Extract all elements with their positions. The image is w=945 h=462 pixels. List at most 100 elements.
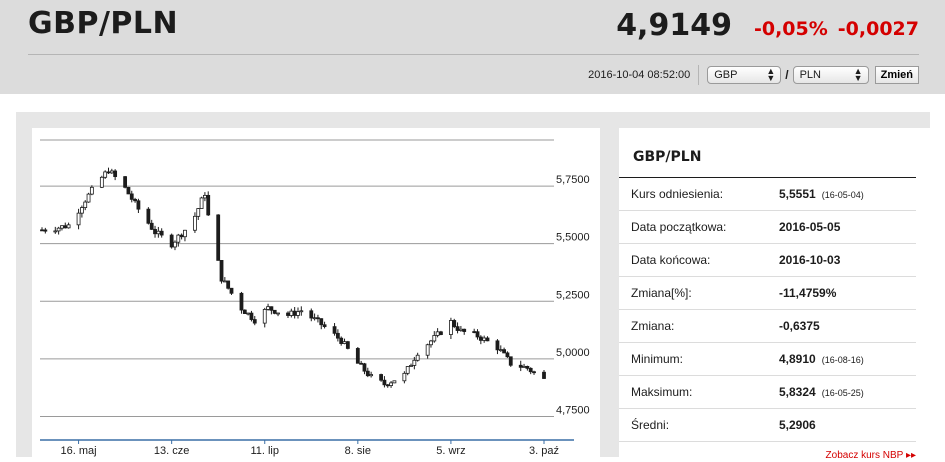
candle-body [169, 234, 174, 248]
candle-body [455, 326, 460, 331]
y-tick-label: 5,7500 [556, 174, 590, 186]
candle-body [79, 207, 84, 214]
candle-body [379, 374, 383, 381]
candle-body [153, 228, 157, 235]
stats-value: 2016-10-03 [779, 253, 841, 267]
candle-body [412, 359, 417, 366]
candle-body [508, 356, 513, 366]
candle-body [385, 384, 390, 387]
candle-body [86, 193, 91, 203]
stats-label: Data końcowa: [619, 243, 779, 277]
candle-body [136, 200, 141, 210]
candle-body [56, 227, 61, 232]
candle-body [332, 326, 337, 334]
candle-body [262, 309, 267, 324]
stats-value: -0,6375 [779, 319, 820, 333]
stats-value-cell: -11,4759% [779, 276, 916, 310]
candle-body [462, 328, 467, 332]
stats-value-cell: 5,5551 (16-05-04) [779, 178, 916, 211]
candle-body [222, 280, 227, 283]
candle-body [133, 198, 137, 202]
candle-body [53, 230, 58, 233]
candle-body [322, 324, 327, 328]
change-percent: -0,05% [753, 18, 828, 40]
candle-body [83, 201, 88, 208]
candle-body [482, 337, 487, 341]
stats-label: Zmiana: [619, 309, 779, 343]
change-absolute: -0,0027 [837, 18, 919, 40]
candle-body [502, 349, 507, 354]
candle-body [415, 354, 420, 361]
candle-body [113, 170, 118, 178]
candle-body [76, 212, 81, 226]
candle-body [89, 186, 94, 195]
quote-currency-select[interactable]: PLN ▲ ▼ [792, 66, 869, 84]
quote-currency-value: PLN [799, 69, 821, 81]
candle-body [176, 234, 181, 243]
stats-date-note: (16-05-25) [821, 388, 864, 398]
stats-label: Kurs odniesienia: [619, 178, 779, 211]
candle-body [269, 306, 274, 311]
stats-row: Minimum: 4,8910 (16-08-16) [619, 342, 916, 376]
currency-slash: / [785, 68, 789, 82]
stats-date-note: (16-08-16) [821, 355, 864, 365]
stats-date-note: (16-05-04) [821, 190, 864, 200]
rate-value: 4,9149 [616, 8, 732, 43]
quote-header: GBP/PLN 4,9149 -0,05% -0,0027 2016-10-04… [0, 0, 945, 94]
x-axis: 16. maj 13. cze 11. lip 8. sie 5. wrz 3. paź [40, 439, 574, 457]
controls-divider [698, 65, 700, 85]
stats-value: 5,5551 [779, 187, 816, 201]
candle-body [405, 366, 410, 374]
candle-body [63, 225, 68, 229]
candle-body [226, 280, 231, 289]
candle-body [505, 352, 510, 358]
candle-body [299, 310, 304, 313]
stats-row: Średni: 5,2906 [619, 408, 916, 442]
candle-body [193, 215, 197, 231]
candle-body [485, 337, 490, 342]
stats-value-cell: -0,6375 [779, 309, 916, 343]
candle-body [219, 260, 224, 282]
price-chart: 4,7500 5,0000 5,2500 5,5000 5,7500 16. maj 13… [40, 139, 590, 457]
candle-body [216, 214, 221, 261]
stats-value: 5,2906 [779, 418, 816, 432]
candle-body [435, 331, 440, 336]
candle-body [199, 197, 204, 209]
candle-body [129, 193, 134, 200]
candle-body [252, 319, 257, 324]
candle-body [532, 371, 536, 374]
candle-body [345, 341, 350, 349]
change-pair-button[interactable]: Zmień [874, 66, 919, 84]
stats-value-cell: 4,8910 (16-08-16) [779, 342, 916, 376]
candle-body [525, 365, 530, 369]
candle-body [173, 241, 177, 248]
x-tick-label: 13. cze [154, 445, 189, 457]
stats-value: 2016-05-05 [779, 220, 841, 234]
stats-value: 5,8324 [779, 385, 816, 399]
candle-body [229, 287, 234, 294]
nbp-rate-link[interactable]: Zobacz kurs NBP ▸▸ [825, 450, 916, 461]
header-divider [28, 54, 919, 55]
candle-body [495, 340, 500, 351]
y-tick-label: 4,7500 [556, 404, 590, 416]
candle-body [365, 370, 370, 377]
stats-row: Data końcowa: 2016-10-03 [619, 243, 916, 277]
candle-body [40, 229, 44, 232]
candle-body [355, 348, 360, 364]
base-currency-select[interactable]: GBP ▲ ▼ [707, 66, 782, 84]
stats-row: Maksimum: 5,8324 (16-05-25) [619, 375, 916, 409]
stats-panel: GBP/PLN Kurs odniesienia: 5,5551 (16-05-04… [619, 128, 930, 461]
stats-value-cell: 5,2906 [779, 408, 916, 442]
candle-body [339, 337, 344, 344]
stats-label: Minimum: [619, 342, 779, 376]
candle-body [392, 380, 397, 384]
content-panel: 4,7500 5,0000 5,2500 5,5000 5,7500 16. maj 13… [16, 112, 930, 461]
candle-body [183, 229, 187, 238]
candle-body [429, 340, 433, 346]
candle-body [425, 344, 430, 356]
candle-body [289, 310, 294, 316]
stats-value-cell: 2016-10-03 [779, 243, 916, 277]
y-tick-label: 5,5000 [556, 232, 590, 244]
stats-title: GBP/PLN [633, 149, 702, 165]
candle-body [389, 382, 393, 386]
